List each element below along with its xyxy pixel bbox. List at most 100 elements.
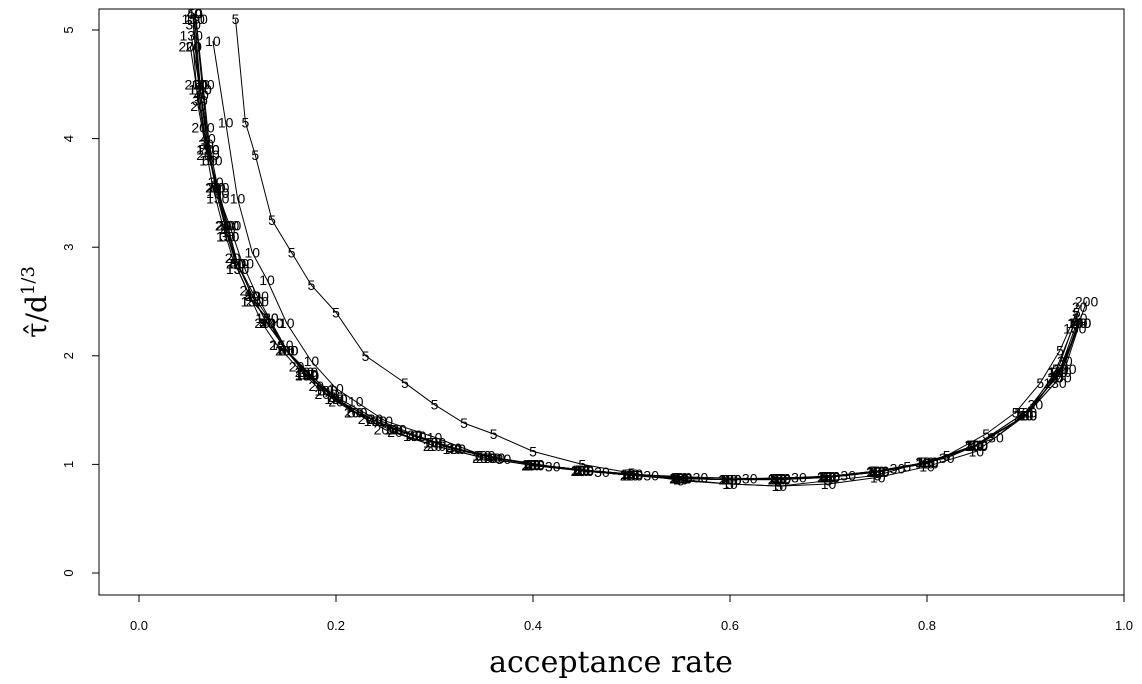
point-label-130: 130 (1043, 375, 1067, 391)
y-axis-title: τ̂/d1/3 (18, 266, 53, 338)
point-label-100: 100 (866, 463, 890, 479)
point-label-20: 20 (185, 38, 201, 54)
point-label-130: 130 (866, 464, 890, 480)
point-label-20: 20 (240, 283, 256, 299)
point-label-10: 10 (525, 456, 541, 472)
series-line-200 (189, 46, 1088, 481)
point-label-5: 5 (903, 459, 911, 475)
point-label-200: 200 (344, 404, 368, 420)
point-label-150: 150 (241, 294, 265, 310)
point-label-150: 150 (196, 141, 220, 157)
point-label-20: 20 (358, 411, 374, 427)
point-label-150: 150 (188, 82, 212, 98)
point-label-30: 30 (643, 467, 659, 483)
point-label-30: 30 (545, 459, 561, 475)
point-label-50: 50 (821, 468, 837, 484)
point-label-130: 130 (255, 310, 279, 326)
point-label-10: 10 (1047, 364, 1063, 380)
point-label-20: 20 (821, 469, 837, 485)
point-label-200: 200 (718, 472, 742, 488)
point-label-30: 30 (208, 174, 224, 190)
point-label-5: 5 (307, 277, 315, 293)
point-label-130: 130 (482, 450, 506, 466)
point-label-30: 30 (693, 469, 709, 485)
point-label-10: 10 (328, 380, 344, 396)
point-label-50: 50 (919, 454, 935, 470)
point-label-30: 30 (791, 469, 807, 485)
point-label-40: 40 (259, 315, 275, 331)
point-label-40: 40 (328, 391, 344, 407)
point-label-30: 30 (299, 364, 315, 380)
point-label-30: 30 (1072, 310, 1088, 326)
point-label-50: 50 (427, 435, 443, 451)
point-label-200: 200 (275, 342, 299, 358)
point-label-20: 20 (673, 471, 689, 487)
point-label-5: 5 (401, 375, 409, 391)
point-label-40: 40 (1052, 364, 1068, 380)
point-label-150: 150 (571, 463, 595, 479)
x-tick-label: 0.2 (327, 618, 345, 633)
point-label-200: 200 (915, 454, 939, 470)
point-label-150: 150 (620, 467, 644, 483)
point-label-100: 100 (718, 472, 742, 488)
point-label-10: 10 (279, 315, 295, 331)
point-label-130: 130 (188, 82, 212, 98)
point-label-150: 150 (768, 471, 792, 487)
point-label-130: 130 (817, 468, 841, 484)
point-label-20: 20 (1047, 370, 1063, 386)
point-label-200: 200 (620, 467, 644, 483)
point-label-50: 50 (673, 469, 689, 485)
point-label-10: 10 (771, 478, 787, 494)
point-label-10: 10 (574, 462, 590, 478)
point-label-100: 100 (206, 185, 230, 201)
point-label-20: 20 (1072, 299, 1088, 315)
point-label-10: 10 (218, 114, 234, 130)
point-label-40: 40 (968, 438, 984, 454)
point-label-150: 150 (1048, 364, 1072, 380)
point-label-10: 10 (304, 353, 320, 369)
point-label-5: 5 (677, 473, 685, 489)
point-label-150: 150 (226, 261, 250, 277)
point-label-130: 130 (226, 261, 250, 277)
point-label-30: 30 (742, 471, 758, 487)
point-label-40: 40 (525, 456, 541, 472)
point-label-5: 5 (490, 426, 498, 442)
x-tick-label: 0.8 (918, 618, 936, 633)
point-label-200: 200 (246, 294, 270, 310)
point-label-100: 100 (472, 448, 496, 464)
point-label-20: 20 (722, 472, 738, 488)
point-label-130: 130 (1063, 321, 1087, 337)
point-label-100: 100 (915, 454, 939, 470)
point-label-50: 50 (870, 463, 886, 479)
point-label-200: 200 (191, 120, 215, 136)
point-label-200: 200 (965, 437, 989, 453)
point-label-100: 100 (191, 76, 215, 92)
series-line-10 (212, 40, 1076, 487)
point-label-50: 50 (202, 152, 218, 168)
point-label-10: 10 (968, 443, 984, 459)
y-tick-label: 5 (61, 26, 76, 33)
point-label-10: 10 (821, 476, 837, 492)
point-label-100: 100 (275, 342, 299, 358)
series-line-100 (195, 19, 1081, 481)
point-label-50: 50 (574, 462, 590, 478)
point-label-200: 200 (196, 147, 220, 163)
point-label-50: 50 (1072, 315, 1088, 331)
point-label-40: 40 (821, 468, 837, 484)
point-label-100: 100 (817, 468, 841, 484)
point-label-5: 5 (362, 348, 370, 364)
point-label-200: 200 (1014, 408, 1038, 424)
point-label-50: 50 (1052, 361, 1068, 377)
point-label-20: 20 (309, 378, 325, 394)
point-label-50: 50 (187, 6, 203, 22)
series-line-50 (194, 13, 1081, 481)
point-label-130: 130 (1014, 408, 1038, 424)
point-label-40: 40 (624, 467, 640, 483)
point-label-40: 40 (919, 455, 935, 471)
point-label-10: 10 (244, 245, 260, 261)
series-line-150 (192, 19, 1081, 481)
point-label-200: 200 (768, 472, 792, 488)
point-label-200: 200 (866, 464, 890, 480)
point-label-200: 200 (571, 463, 595, 479)
point-label-5: 5 (232, 11, 240, 27)
